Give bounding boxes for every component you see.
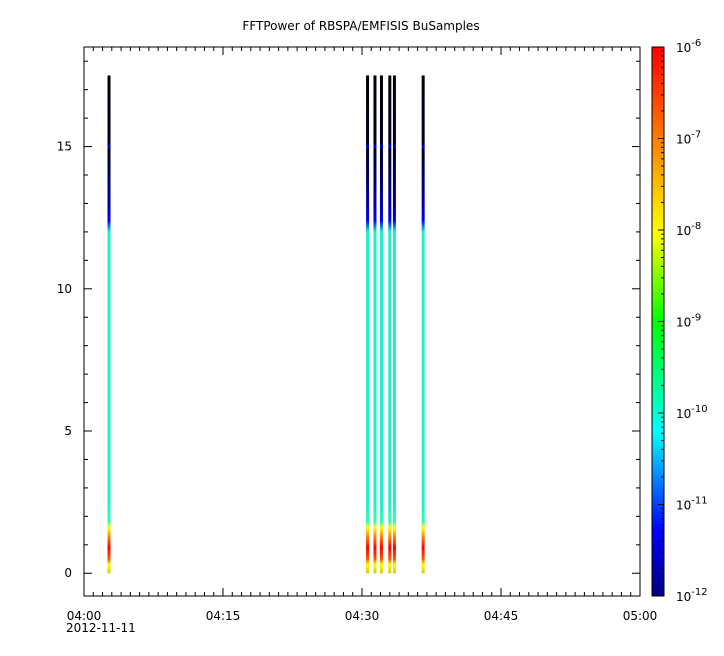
x-date-label: 2012-11-11 <box>66 621 136 635</box>
spectrogram-column <box>107 75 111 574</box>
spectrogram-columns <box>107 75 425 574</box>
plot-frame <box>83 46 641 597</box>
colorbar-tick-label: 10-10 <box>676 404 708 421</box>
spectrogram-column <box>421 75 425 574</box>
x-tick-label: 04:45 <box>484 609 519 623</box>
spectrogram-column <box>366 75 370 574</box>
x-tick-label: 04:00 <box>67 609 102 623</box>
x-tick-label: 04:30 <box>345 609 380 623</box>
colorbar-axis: 10-6 10-7 10-8 10-9 10-10 10-11 10-12 <box>658 38 708 604</box>
y-tick-label: 15 <box>57 140 72 154</box>
spectrogram-column <box>388 75 392 574</box>
spectrogram-column <box>379 75 383 574</box>
x-tick-label: 05:00 <box>623 609 658 623</box>
colorbar-tick-label: 10-11 <box>676 496 708 513</box>
colorbar-tick-label: 10-6 <box>676 38 701 55</box>
x-tick-label: 04:15 <box>206 609 241 623</box>
colorbar-tick-label: 10-9 <box>676 313 701 330</box>
y-axis: 0 5 10 15 <box>57 60 640 580</box>
y-tick-label: 10 <box>57 282 72 296</box>
colorbar-tick-label: 10-8 <box>676 221 701 238</box>
colorbar-tick-label: 10-7 <box>676 130 701 147</box>
spectrogram-column <box>392 75 396 574</box>
y-tick-label: 5 <box>64 424 72 438</box>
spectrogram-column <box>373 75 377 574</box>
colorbar-tick-label: 10-12 <box>676 587 708 604</box>
x-axis: 04:00 04:15 04:30 04:45 05:00 <box>67 47 658 623</box>
y-tick-label: 0 <box>64 566 72 580</box>
chart-title: FFTPower of RBSPA/EMFISIS BuSamples <box>242 19 479 33</box>
